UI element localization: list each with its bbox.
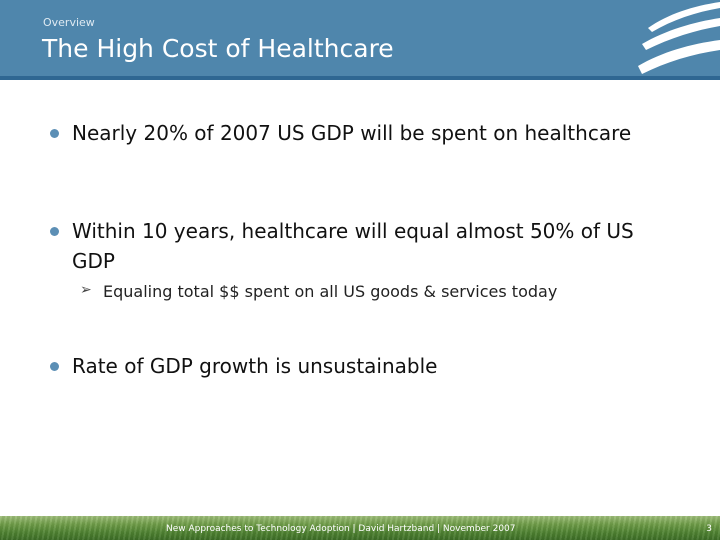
- page-number: 3: [706, 524, 712, 534]
- sub-bullet-item: ➢ Equaling total $$ spent on all US good…: [80, 282, 558, 301]
- bullet-text: Nearly 20% of 2007 US GDP will be spent …: [72, 121, 632, 145]
- bullet-item-2: Within 10 years, healthcare will equal a…: [50, 216, 672, 276]
- slide-header: Overview The High Cost of Healthcare: [0, 0, 720, 76]
- bullet-item-1: Nearly 20% of 2007 US GDP will be spent …: [50, 118, 672, 148]
- slide-footer: New Approaches to Technology Adoption | …: [0, 516, 720, 540]
- bullet-text: Rate of GDP growth is unsustainable: [72, 354, 438, 378]
- header-divider: [0, 76, 720, 80]
- grass-background: [0, 516, 720, 540]
- footer-text: New Approaches to Technology Adoption | …: [166, 524, 516, 534]
- section-label: Overview: [43, 16, 95, 29]
- swoosh-logo-icon: [638, 2, 720, 74]
- bullet-dot-icon: [50, 227, 59, 236]
- bullet-dot-icon: [50, 129, 59, 138]
- bullet-dot-icon: [50, 362, 59, 371]
- sub-bullet-text: Equaling total $$ spent on all US goods …: [103, 282, 558, 301]
- bullet-text: Within 10 years, healthcare will equal a…: [72, 219, 634, 273]
- bullet-item-3: Rate of GDP growth is unsustainable: [50, 351, 672, 381]
- slide-title: The High Cost of Healthcare: [42, 34, 394, 63]
- arrow-bullet-icon: ➢: [80, 282, 92, 298]
